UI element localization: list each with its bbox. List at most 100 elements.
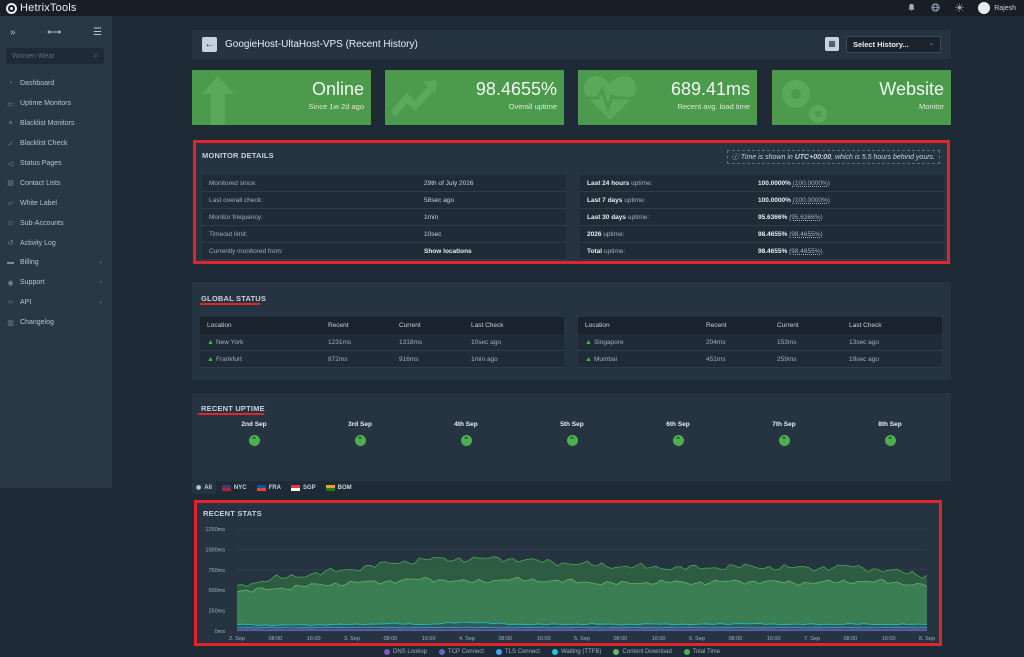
tab-bom[interactable]: BOM (322, 482, 356, 494)
uptime-exact[interactable]: (98.4655%) (789, 230, 823, 238)
sun-icon[interactable] (954, 2, 964, 14)
column-header: Last Check (849, 322, 882, 329)
card-icon: ▬ (7, 259, 14, 267)
chevron-up-icon[interactable]: ⌃ (248, 435, 260, 446)
card-label: Recent avg. load time (677, 102, 750, 111)
sidebar-item-label: Dashboard (20, 80, 55, 88)
recent-uptime-panel: RECENT UPTIME 2nd Sep ⌃ 3rd Sep ⌃ 4th Sep ⌃ 5t… (192, 393, 951, 481)
sidebar-item-changelog[interactable]: ▥ Changelog (0, 313, 112, 333)
x-tick-label: 08:00 (268, 636, 282, 642)
legend-label: Total Time (692, 649, 721, 655)
location-name: Singapore (593, 338, 624, 346)
uptime-exact[interactable]: (100.0000%) (792, 179, 830, 187)
calculator-icon[interactable]: ▦ (825, 37, 839, 51)
arrow-up-icon (202, 76, 234, 125)
tab-label: FRA (268, 485, 281, 491)
sidebar-item-blacklist-monitors[interactable]: ≡ Blacklist Monitors (0, 114, 112, 134)
chevron-up-icon[interactable]: ⌃ (884, 435, 896, 446)
legend-item[interactable]: TCP Connect (439, 649, 484, 655)
page-title: GoogieHost-UltaHost-VPS (Recent History) (225, 39, 418, 50)
details-right-table: Last 24 hours uptime: 100.0000% (100.0000… (580, 175, 944, 260)
tab-all[interactable]: ◉ All (192, 482, 216, 494)
tab-label: SGP (302, 485, 316, 491)
sidebar-item-api[interactable]: ‹› API ‹ (0, 293, 112, 313)
history-select-value: Select History... (853, 40, 909, 49)
tab-sgp[interactable]: SGP (287, 482, 320, 494)
x-tick-label: 08:00 (383, 636, 397, 642)
chevron-up-icon[interactable]: ⌃ (672, 435, 684, 446)
uptime-day-label: 4th Sep (454, 421, 478, 428)
uptime-value: 98.4655% (98.4655%) (758, 231, 823, 238)
x-tick-label: 16:00 (422, 636, 436, 642)
detail-key: Currently monitored from: (209, 247, 283, 255)
location-cell: ▲ Mumbai (578, 356, 706, 363)
user-menu[interactable]: Rajesh (978, 2, 1016, 14)
legend-item[interactable]: Waiting (TTFB) (551, 649, 601, 655)
main-content: ← GoogieHost-UltaHost-VPS (Recent Histor… (112, 16, 1024, 657)
sidebar-item-label: Blacklist Check (20, 140, 68, 148)
sidebar-item-white-label[interactable]: ▱ White Label (0, 193, 112, 213)
sidebar-item-uptime-monitors[interactable]: ▭ Uptime Monitors (0, 94, 112, 114)
uptime-suffix: uptime: (626, 213, 650, 221)
card-value: Website (879, 79, 944, 99)
code-icon: ‹› (8, 299, 13, 307)
sidebar-item-status-pages[interactable]: ◁ Status Pages (0, 154, 112, 174)
legend-item[interactable]: Content Download (613, 649, 672, 655)
tab-label: BOM (337, 485, 352, 491)
bell-icon[interactable] (906, 3, 916, 14)
x-tick-label: 08:00 (843, 636, 857, 642)
chevron-up-icon[interactable]: ⌃ (460, 435, 472, 446)
chevron-up-icon[interactable]: ⌃ (566, 435, 578, 446)
detail-key: Monitor frequency: (209, 213, 263, 221)
uptime-row: Last 30 days uptime: 95.6366% (95.6366%) (580, 209, 944, 226)
sidebar-item-contact-lists[interactable]: ▤ Contact Lists (0, 173, 112, 193)
uptime-day-label: 8th Sep (878, 421, 902, 428)
uptime-value: 100.0000% (100.0000%) (758, 197, 830, 204)
current-cell: 1318ms (399, 338, 423, 346)
collapse-sidebar-icon[interactable]: » (10, 26, 16, 38)
tab-fra[interactable]: FRA (253, 482, 285, 494)
globe-icon[interactable] (930, 2, 940, 14)
uptime-key: 2026 uptime: (580, 231, 758, 238)
uptime-period: Last 7 days (587, 196, 623, 204)
section-title: GLOBAL STATUS (201, 294, 267, 303)
x-tick-label: 2. Sep (229, 636, 245, 642)
uptime-exact[interactable]: (100.0000%) (792, 196, 830, 204)
show-locations-link[interactable]: Show locations (424, 248, 472, 255)
back-button[interactable]: ← (202, 37, 217, 52)
legend-item[interactable]: TLS Connect (495, 649, 540, 655)
legend-item[interactable]: Total Time (683, 649, 721, 655)
flag-icon (221, 485, 231, 491)
sidebar-item-sub-accounts[interactable]: ☺ Sub-Accounts (0, 213, 112, 233)
uptime-value: 95.6366% (95.6366%) (758, 214, 823, 221)
monitor-header: ← GoogieHost-UltaHost-VPS (Recent Histor… (192, 30, 951, 59)
sidebar-item-billing[interactable]: ▬ Billing ‹ (0, 253, 112, 273)
sidebar-item-blacklist-check[interactable]: ✓ Blacklist Check (0, 134, 112, 154)
logo[interactable]: HetrixTools (0, 2, 112, 14)
chevron-up-icon[interactable]: ⌃ (354, 435, 366, 446)
history-select[interactable]: Select History... ⌄ (846, 36, 941, 53)
table-row: ▲ Frankfurt 872ms 916ms 1min ago (200, 351, 564, 368)
sidebar-search-input[interactable] (12, 52, 82, 60)
uptime-exact[interactable]: (98.4655%) (789, 247, 823, 255)
location-tabs: ◉ All NYC FRA SGP BOM (192, 482, 356, 494)
chevron-up-icon[interactable]: ⌃ (778, 435, 790, 446)
tab-nyc[interactable]: NYC (218, 482, 251, 494)
sidebar-item-activity-log[interactable]: ↺ Activity Log (0, 233, 112, 253)
uptime-row: Last 24 hours uptime: 100.0000% (100.0000… (580, 175, 944, 192)
sidebar-item-support[interactable]: ◉ Support ‹ (0, 273, 112, 293)
recent-cell: 204ms (706, 338, 726, 346)
table-row: ▲ Mumbai 451ms 259ms 19sec ago (578, 351, 942, 368)
uptime-percent: 100.0000% (758, 196, 791, 204)
legend-item[interactable]: DNS Lookup (384, 649, 427, 655)
hamburger-menu-icon[interactable]: ☰ (93, 26, 102, 38)
sidebar-item-dashboard[interactable]: ◔ Dashboard (0, 74, 112, 94)
uptime-percent: 95.6366% (758, 213, 788, 221)
uptime-row: 2026 uptime: 98.4655% (98.4655%) (580, 226, 944, 243)
tz-prefix: Time is shown in (740, 154, 795, 161)
uptime-exact[interactable]: (95.6366%) (789, 213, 823, 221)
uptime-value: 98.4655% (98.4655%) (758, 248, 823, 255)
expand-width-icon[interactable]: ⟷ (47, 26, 62, 38)
search-icon[interactable]: ⌕ (93, 51, 98, 60)
detail-row: Monitor frequency: 1min (202, 209, 566, 226)
